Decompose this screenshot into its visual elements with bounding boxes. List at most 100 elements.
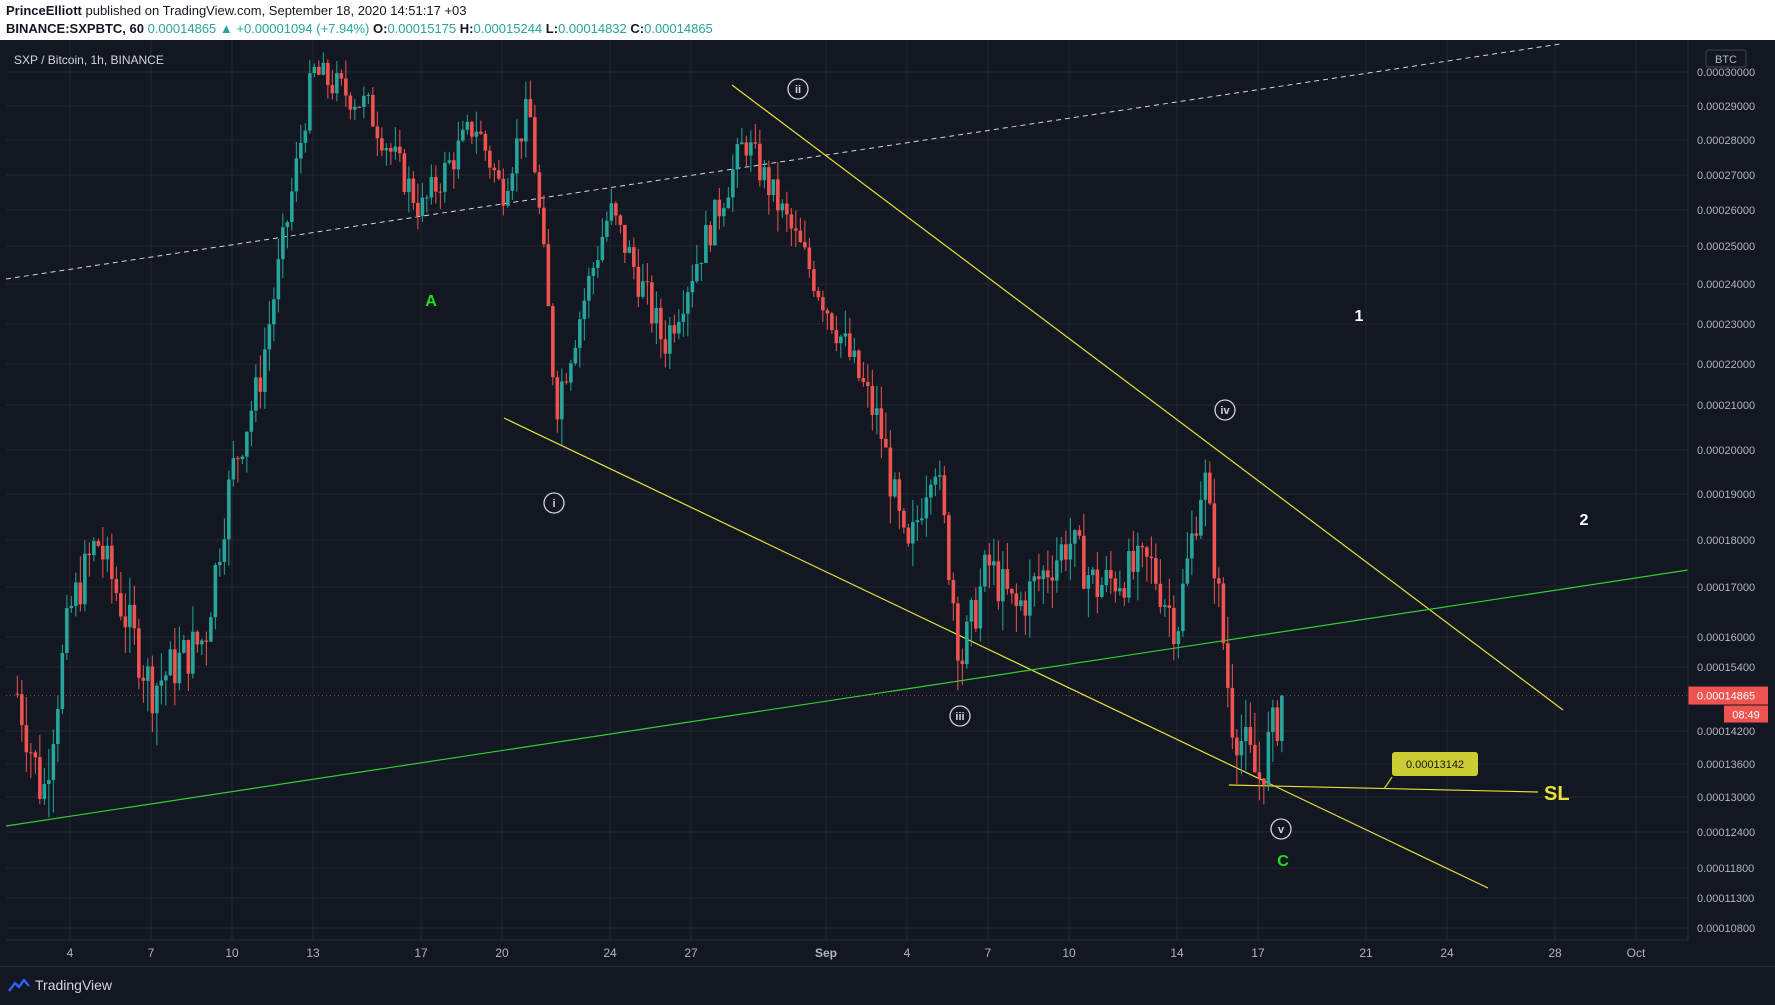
candle — [1131, 530, 1136, 580]
candle — [186, 639, 191, 691]
candle — [546, 228, 551, 307]
candle-body — [857, 350, 861, 379]
candle — [911, 499, 915, 567]
dashed-trendline — [5, 43, 1561, 280]
candle — [1239, 714, 1244, 775]
candle — [1248, 702, 1253, 753]
candle-body — [1010, 588, 1014, 594]
candle — [1244, 699, 1248, 771]
candle-body — [407, 178, 411, 193]
candle-body — [443, 162, 447, 192]
candle-body — [1253, 744, 1257, 773]
candle-body — [1109, 569, 1113, 579]
candle-body — [1203, 472, 1208, 500]
candle-body — [1005, 569, 1010, 589]
candle-body — [114, 578, 119, 594]
candle-body — [1118, 588, 1122, 592]
candle-body — [686, 292, 690, 314]
candle-body — [848, 333, 852, 357]
wave-text: iii — [955, 711, 964, 723]
candle-body — [92, 541, 96, 556]
candle-body — [290, 191, 294, 223]
candle-body — [807, 247, 812, 270]
candle — [483, 130, 488, 161]
candle — [33, 749, 38, 774]
candle — [708, 221, 713, 252]
candle — [1253, 712, 1257, 773]
candle-body — [164, 675, 168, 681]
last-price-text: 0.00014865 — [1697, 691, 1755, 703]
candle — [947, 511, 951, 586]
price-tick-label: 0.00030000 — [1697, 67, 1755, 79]
candle — [141, 665, 146, 703]
price-tick-label: 0.00027000 — [1697, 170, 1755, 182]
candle — [159, 653, 164, 705]
candle-body — [173, 649, 177, 684]
candle-body — [717, 199, 722, 217]
candle — [866, 364, 870, 408]
candle-body — [1271, 707, 1275, 732]
wave-label-iv: iv — [1214, 399, 1236, 421]
wave-label-2: 2 — [1580, 512, 1589, 529]
candle-body — [852, 350, 857, 357]
candle-body — [65, 608, 69, 653]
candle — [470, 120, 474, 144]
candle — [344, 60, 348, 108]
candle-body — [861, 378, 866, 382]
candle — [1145, 545, 1149, 582]
candle-body — [816, 291, 821, 298]
candle-body — [753, 142, 758, 144]
candle — [1046, 550, 1050, 593]
candle-body — [326, 62, 330, 86]
candle-body — [231, 458, 236, 480]
candle — [992, 538, 996, 585]
candle-body — [60, 652, 65, 709]
candle-body — [749, 142, 753, 156]
candle-body — [645, 281, 650, 283]
candle-body — [1235, 737, 1239, 756]
candle — [834, 315, 839, 352]
candle — [609, 188, 614, 225]
candle — [69, 595, 74, 613]
candle-body — [317, 66, 321, 75]
candle-body — [1037, 576, 1041, 580]
candle-body — [771, 179, 776, 196]
candle — [1226, 616, 1230, 708]
candle — [38, 734, 42, 805]
price-chart[interactable]: 0.0001486508:490.00013142SLAC12iiiiiiivv… — [0, 40, 1775, 966]
candle — [1109, 550, 1113, 595]
time-tick-label: 10 — [225, 946, 239, 960]
candle — [479, 120, 483, 135]
candle — [965, 615, 969, 669]
candle — [294, 141, 299, 202]
candle — [1181, 569, 1185, 637]
candle-body — [969, 600, 974, 622]
wave-circle — [543, 492, 565, 514]
candle — [155, 682, 159, 746]
candle — [42, 767, 47, 806]
candle-body — [834, 329, 839, 344]
candle — [731, 154, 735, 213]
candle — [951, 572, 956, 622]
author-name[interactable]: PrinceElliott — [6, 3, 82, 18]
candle-body — [996, 561, 1001, 602]
candle — [1230, 664, 1235, 750]
wave-label-i: i — [543, 492, 565, 514]
candle-body — [1028, 581, 1032, 616]
candle — [452, 152, 456, 189]
candle — [1037, 553, 1041, 592]
candle-body — [1176, 631, 1181, 645]
candle — [735, 137, 740, 188]
ohlc-info: BINANCE:SXPBTC, 60 0.00014865 ▲ +0.00001… — [6, 20, 713, 38]
candle-body — [546, 244, 551, 307]
candle-body — [96, 541, 101, 546]
candle — [1001, 551, 1005, 631]
candle — [924, 475, 929, 537]
candle-body — [1221, 583, 1226, 644]
candle-body — [978, 586, 983, 629]
wave-circle — [1214, 399, 1236, 421]
candle — [560, 368, 564, 445]
tradingview-logo[interactable]: TradingView — [8, 977, 112, 993]
candle — [767, 160, 771, 215]
candle-body — [1280, 695, 1284, 742]
